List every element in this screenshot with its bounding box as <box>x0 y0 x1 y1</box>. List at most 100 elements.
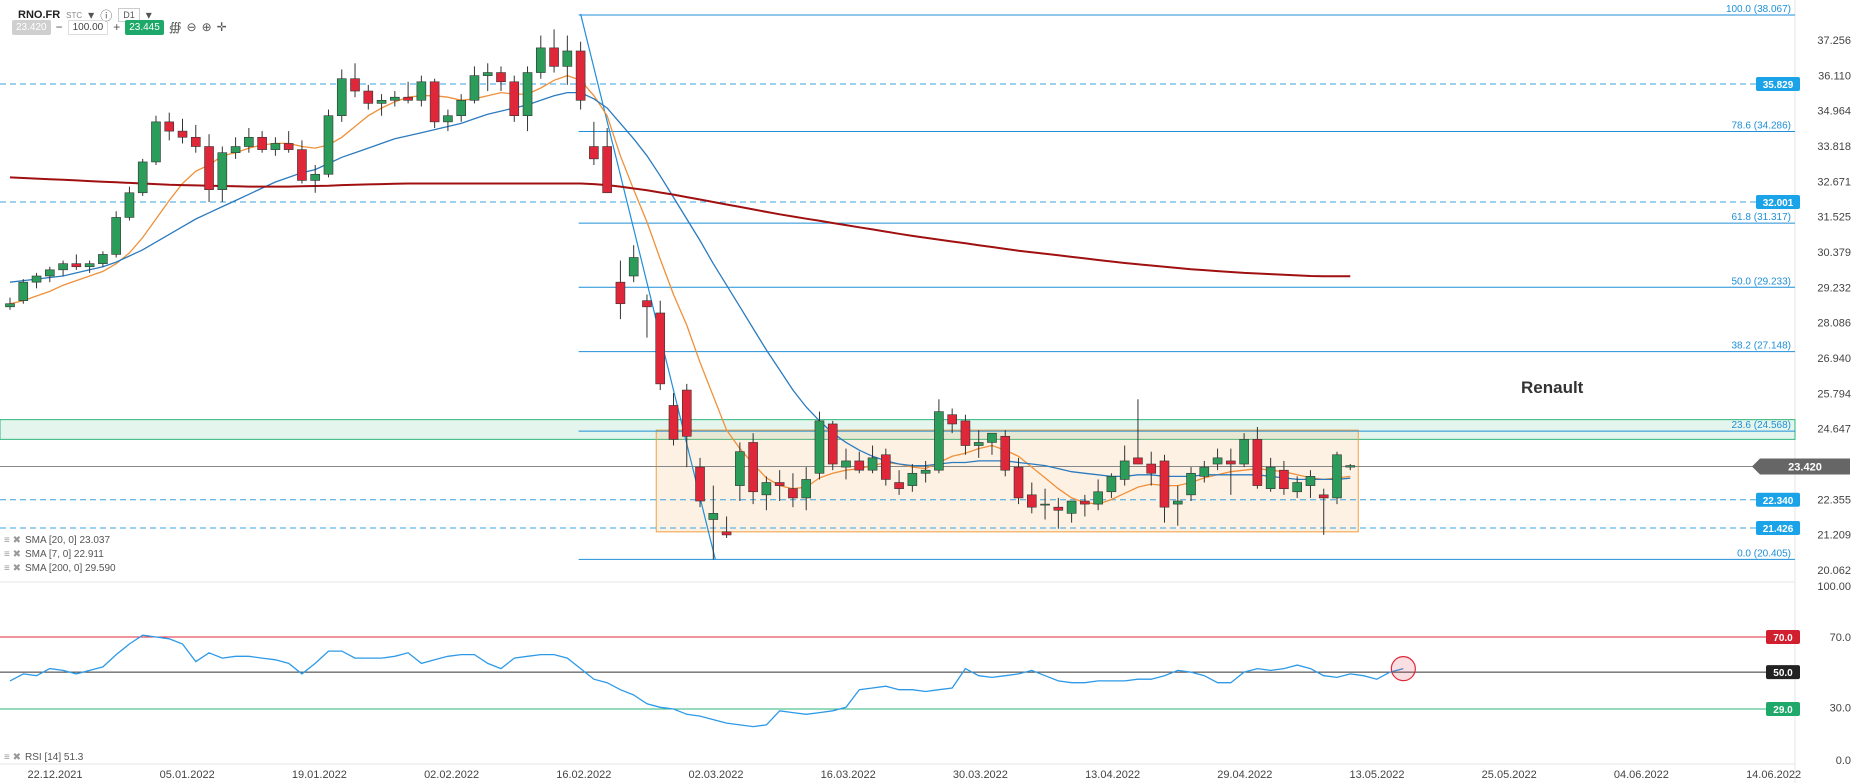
candle-body <box>177 130 188 138</box>
indicator-icon[interactable]: ∰ <box>168 20 182 34</box>
candle <box>854 451 865 474</box>
candle <box>1159 454 1170 523</box>
candle <box>509 75 520 122</box>
sell-price-button[interactable]: 23.420 <box>12 19 51 35</box>
candle-body <box>668 405 679 440</box>
candle-body <box>31 275 42 283</box>
close-icon[interactable]: ≡ ✖ <box>4 563 21 574</box>
candle-body <box>655 312 666 385</box>
rsi-tick-label: 70.0 <box>1830 632 1851 644</box>
close-icon[interactable]: ≡ ✖ <box>4 535 21 546</box>
candle <box>960 414 971 455</box>
candle-body <box>230 146 241 153</box>
candle-body <box>1013 466 1024 499</box>
candle <box>151 115 161 166</box>
candle-body <box>1106 476 1117 493</box>
legend-sma200[interactable]: ≡ ✖ SMA [200, 0] 29.590 <box>4 563 116 574</box>
legend-sma20[interactable]: ≡ ✖ SMA [20, 0] 23.037 <box>4 535 111 546</box>
candle <box>190 124 201 153</box>
x-tick-label: 16.02.2022 <box>556 769 611 781</box>
info-icon[interactable]: ⓘ <box>100 8 113 23</box>
close-icon[interactable]: ≡ ✖ <box>4 549 21 560</box>
candle <box>363 84 374 110</box>
candle <box>642 294 652 338</box>
x-tick-label: 14.06.2022 <box>1746 769 1801 781</box>
candle-body <box>429 81 440 123</box>
candle-body <box>708 513 719 520</box>
candle <box>774 470 785 502</box>
rsi-level-tag <box>1766 665 1800 680</box>
candle <box>58 260 68 276</box>
chevron-down-icon[interactable]: ▾ <box>145 8 152 22</box>
candle <box>1199 460 1210 483</box>
crosshair-icon[interactable]: ✛ <box>216 20 227 34</box>
buy-price-button[interactable]: 23.445 <box>125 19 164 35</box>
candle <box>45 266 55 283</box>
candle-body <box>628 257 639 277</box>
candle <box>257 131 267 153</box>
y-tick-label: 100.00 <box>1817 581 1851 593</box>
zoom-out-icon[interactable]: ⊖ <box>186 20 197 34</box>
candle-body <box>960 420 971 446</box>
candle-body <box>111 217 121 255</box>
candle <box>1212 448 1223 471</box>
candle <box>111 211 121 258</box>
legend-sma7[interactable]: ≡ ✖ SMA [7, 0] 22.911 <box>4 549 104 560</box>
x-tick-label: 13.05.2022 <box>1349 769 1404 781</box>
y-tick-label: 34.964 <box>1817 106 1851 118</box>
x-tick-label: 13.04.2022 <box>1085 769 1140 781</box>
candle <box>31 272 42 289</box>
candle <box>947 408 957 434</box>
candle <box>350 63 360 98</box>
candle <box>310 165 321 193</box>
minus-icon[interactable]: − <box>55 20 63 34</box>
candle <box>137 158 148 196</box>
legend-rsi[interactable]: ≡ ✖ RSI [14] 51.3 <box>4 752 84 763</box>
candle-body <box>589 146 599 160</box>
candle-body <box>575 50 586 101</box>
chevron-down-icon[interactable]: ▾ <box>88 8 95 22</box>
rsi-line <box>9 634 1404 728</box>
candle-body <box>18 281 29 301</box>
candle-body <box>124 192 135 218</box>
plus-icon[interactable]: + <box>113 20 121 34</box>
candle <box>270 137 281 156</box>
candle-body <box>1080 500 1090 505</box>
candle-body <box>482 72 493 76</box>
candle <box>204 134 214 203</box>
current-price-label: 23.420 <box>1788 461 1822 473</box>
candle <box>681 383 692 468</box>
candle-body <box>1212 457 1223 465</box>
candle <box>987 432 997 455</box>
candle-body <box>761 482 772 496</box>
candle-body <box>84 263 95 268</box>
candle-body <box>283 143 294 150</box>
candle <box>1119 445 1130 486</box>
candle-body <box>164 121 175 132</box>
candle <box>1345 464 1356 471</box>
symbol-label[interactable]: RNO.FR <box>18 9 61 21</box>
candle <box>575 41 586 110</box>
candle <box>1318 488 1329 535</box>
quantity-input[interactable]: 100.00 <box>67 19 109 35</box>
candle-body <box>98 254 108 264</box>
rsi-level-tag <box>1766 630 1800 644</box>
close-icon[interactable]: ≡ ✖ <box>4 752 21 763</box>
candle-body <box>854 460 865 471</box>
y-tick-label: 24.647 <box>1817 424 1851 436</box>
rsi-level-label: 70.0 <box>1773 633 1793 644</box>
y-tick-label: 25.794 <box>1817 388 1851 400</box>
candle <box>602 128 612 194</box>
candle <box>589 121 599 166</box>
y-tick-label: 36.110 <box>1818 70 1851 82</box>
candle-body <box>881 454 891 480</box>
fib-label: 38.2 (27.148) <box>1732 341 1792 352</box>
candle-body <box>1040 503 1050 506</box>
zoom-in-icon[interactable]: ⊕ <box>201 20 212 34</box>
candle <box>920 460 931 483</box>
chart-title: Renault <box>1521 378 1584 397</box>
price-tag <box>1756 194 1800 209</box>
candle <box>177 118 188 144</box>
